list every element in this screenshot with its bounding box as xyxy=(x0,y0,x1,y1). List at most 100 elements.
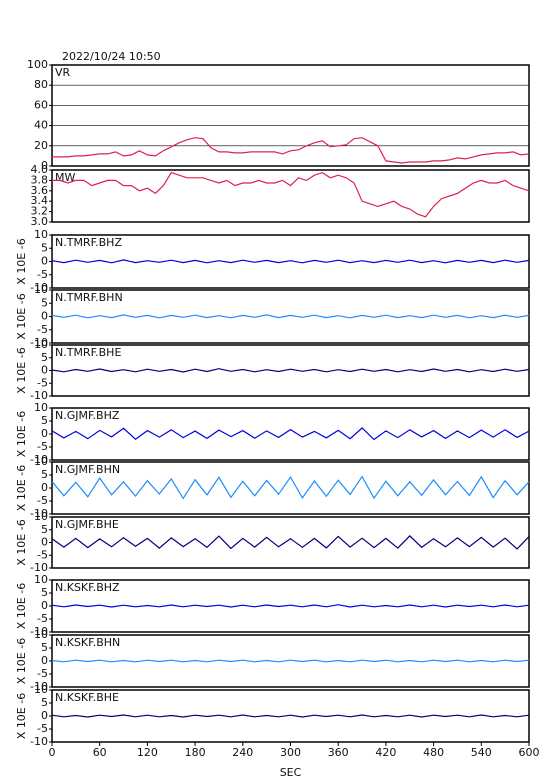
y-axis-label: X 10E -6 xyxy=(15,693,28,739)
y-axis-label: X 10E -6 xyxy=(15,411,28,457)
x-tick-label: 120 xyxy=(137,746,158,759)
y-tick-label: 4.0 xyxy=(31,163,49,176)
y-tick-label: 10 xyxy=(34,683,48,696)
y-tick-label: 0 xyxy=(41,255,48,268)
y-tick-label: 100 xyxy=(27,58,48,71)
y-tick-label: -5 xyxy=(37,323,48,336)
data-line xyxy=(52,137,530,164)
y-tick-label: 10 xyxy=(34,228,48,241)
y-tick-label: 0 xyxy=(41,427,48,440)
y-tick-label: -10 xyxy=(30,389,48,402)
panel-frame xyxy=(51,407,530,461)
y-tick-label: -10 xyxy=(30,680,48,693)
y-tick-label: 10 xyxy=(34,338,48,351)
y-axis-label: X 10E -6 xyxy=(15,465,28,511)
y-tick-label: -10 xyxy=(30,561,48,574)
data-line xyxy=(51,259,530,264)
y-tick-label: -10 xyxy=(30,735,48,748)
y-tick-label: 5 xyxy=(41,586,48,599)
y-tick-label: -10 xyxy=(30,625,48,638)
x-tick-label: 420 xyxy=(375,746,396,759)
y-tick-label: 0 xyxy=(41,599,48,612)
panel-frame xyxy=(51,289,530,344)
y-tick-label: 3.4 xyxy=(31,194,49,207)
y-tick-label: -10 xyxy=(30,281,48,294)
chart-title: 2022/10/24 10:50 xyxy=(62,50,161,63)
y-tick-label: 0 xyxy=(41,364,48,377)
y-tick-label: 5 xyxy=(41,468,48,481)
panel-frame xyxy=(51,579,530,633)
x-axis-label: SEC xyxy=(280,766,302,779)
y-tick-label: 10 xyxy=(34,401,48,414)
y-tick-label: 5 xyxy=(41,414,48,427)
data-line xyxy=(52,171,530,218)
y-axis-label: X 10E -6 xyxy=(15,238,28,284)
x-tick-label: 0 xyxy=(49,746,56,759)
y-tick-label: 3.6 xyxy=(31,184,49,197)
panel-frame xyxy=(51,64,530,167)
y-tick-label: -5 xyxy=(37,722,48,735)
x-tick-label: 360 xyxy=(328,746,349,759)
data-line xyxy=(51,368,530,373)
panel-frame xyxy=(51,344,530,397)
data-line xyxy=(51,427,530,441)
y-tick-label: 10 xyxy=(34,283,48,296)
y-tick-label: 60 xyxy=(34,98,48,111)
panel-label: N.TMRF.BHZ xyxy=(55,236,122,249)
x-tick-label: 600 xyxy=(519,746,540,759)
y-tick-label: -10 xyxy=(30,453,48,466)
y-tick-label: 10 xyxy=(34,455,48,468)
panel-frame xyxy=(51,516,530,569)
y-tick-label: 0 xyxy=(41,654,48,667)
data-line xyxy=(51,314,530,319)
y-axis-label: X 10E -6 xyxy=(15,638,28,684)
y-tick-label: 0 xyxy=(41,536,48,549)
y-tick-label: 5 xyxy=(41,351,48,364)
y-tick-label: -5 xyxy=(37,667,48,680)
y-tick-label: -5 xyxy=(37,494,48,507)
data-line xyxy=(51,714,530,718)
x-tick-label: 480 xyxy=(423,746,444,759)
panel-label: N.GJMF.BHZ xyxy=(55,409,120,422)
panel-label: N.GJMF.BHN xyxy=(55,463,120,476)
y-tick-label: 3.0 xyxy=(31,215,49,228)
y-tick-label: 3.8 xyxy=(31,173,49,186)
y-tick-label: -5 xyxy=(37,612,48,625)
y-tick-label: -5 xyxy=(37,268,48,281)
data-line xyxy=(51,659,530,663)
y-tick-label: 20 xyxy=(34,139,48,152)
y-tick-label: 0 xyxy=(41,481,48,494)
panel-label: N.KSKF.BHE xyxy=(55,691,119,704)
panel-frame xyxy=(51,169,530,223)
y-tick-label: 5 xyxy=(41,241,48,254)
y-tick-label: 40 xyxy=(34,119,48,132)
panel-label: N.TMRF.BHE xyxy=(55,346,121,359)
y-tick-label: -10 xyxy=(30,336,48,349)
x-tick-label: 540 xyxy=(471,746,492,759)
y-tick-label: 3.2 xyxy=(31,205,49,218)
y-tick-label: 0 xyxy=(41,310,48,323)
x-tick-label: 180 xyxy=(185,746,206,759)
panel-label: N.KSKF.BHN xyxy=(55,636,120,649)
panel-label: N.TMRF.BHN xyxy=(55,291,123,304)
y-tick-label: 5 xyxy=(41,523,48,536)
y-tick-label: 0 xyxy=(41,709,48,722)
y-tick-label: -5 xyxy=(37,376,48,389)
y-axis-label: X 10E -6 xyxy=(15,347,28,393)
y-tick-label: -5 xyxy=(37,440,48,453)
y-tick-label: -5 xyxy=(37,548,48,561)
y-tick-label: 5 xyxy=(41,641,48,654)
y-tick-label: 5 xyxy=(41,296,48,309)
y-tick-label: 0 xyxy=(41,159,48,172)
y-axis-label: X 10E -6 xyxy=(15,519,28,565)
panel-label: VR xyxy=(55,66,71,79)
data-line xyxy=(51,535,530,550)
x-tick-label: 60 xyxy=(93,746,107,759)
panel-label: N.GJMF.BHE xyxy=(55,518,119,531)
y-axis-label: X 10E -6 xyxy=(15,293,28,339)
y-tick-label: 10 xyxy=(34,628,48,641)
y-tick-label: -10 xyxy=(30,507,48,520)
panel-frame xyxy=(51,234,530,289)
y-axis-label: X 10E -6 xyxy=(15,583,28,629)
